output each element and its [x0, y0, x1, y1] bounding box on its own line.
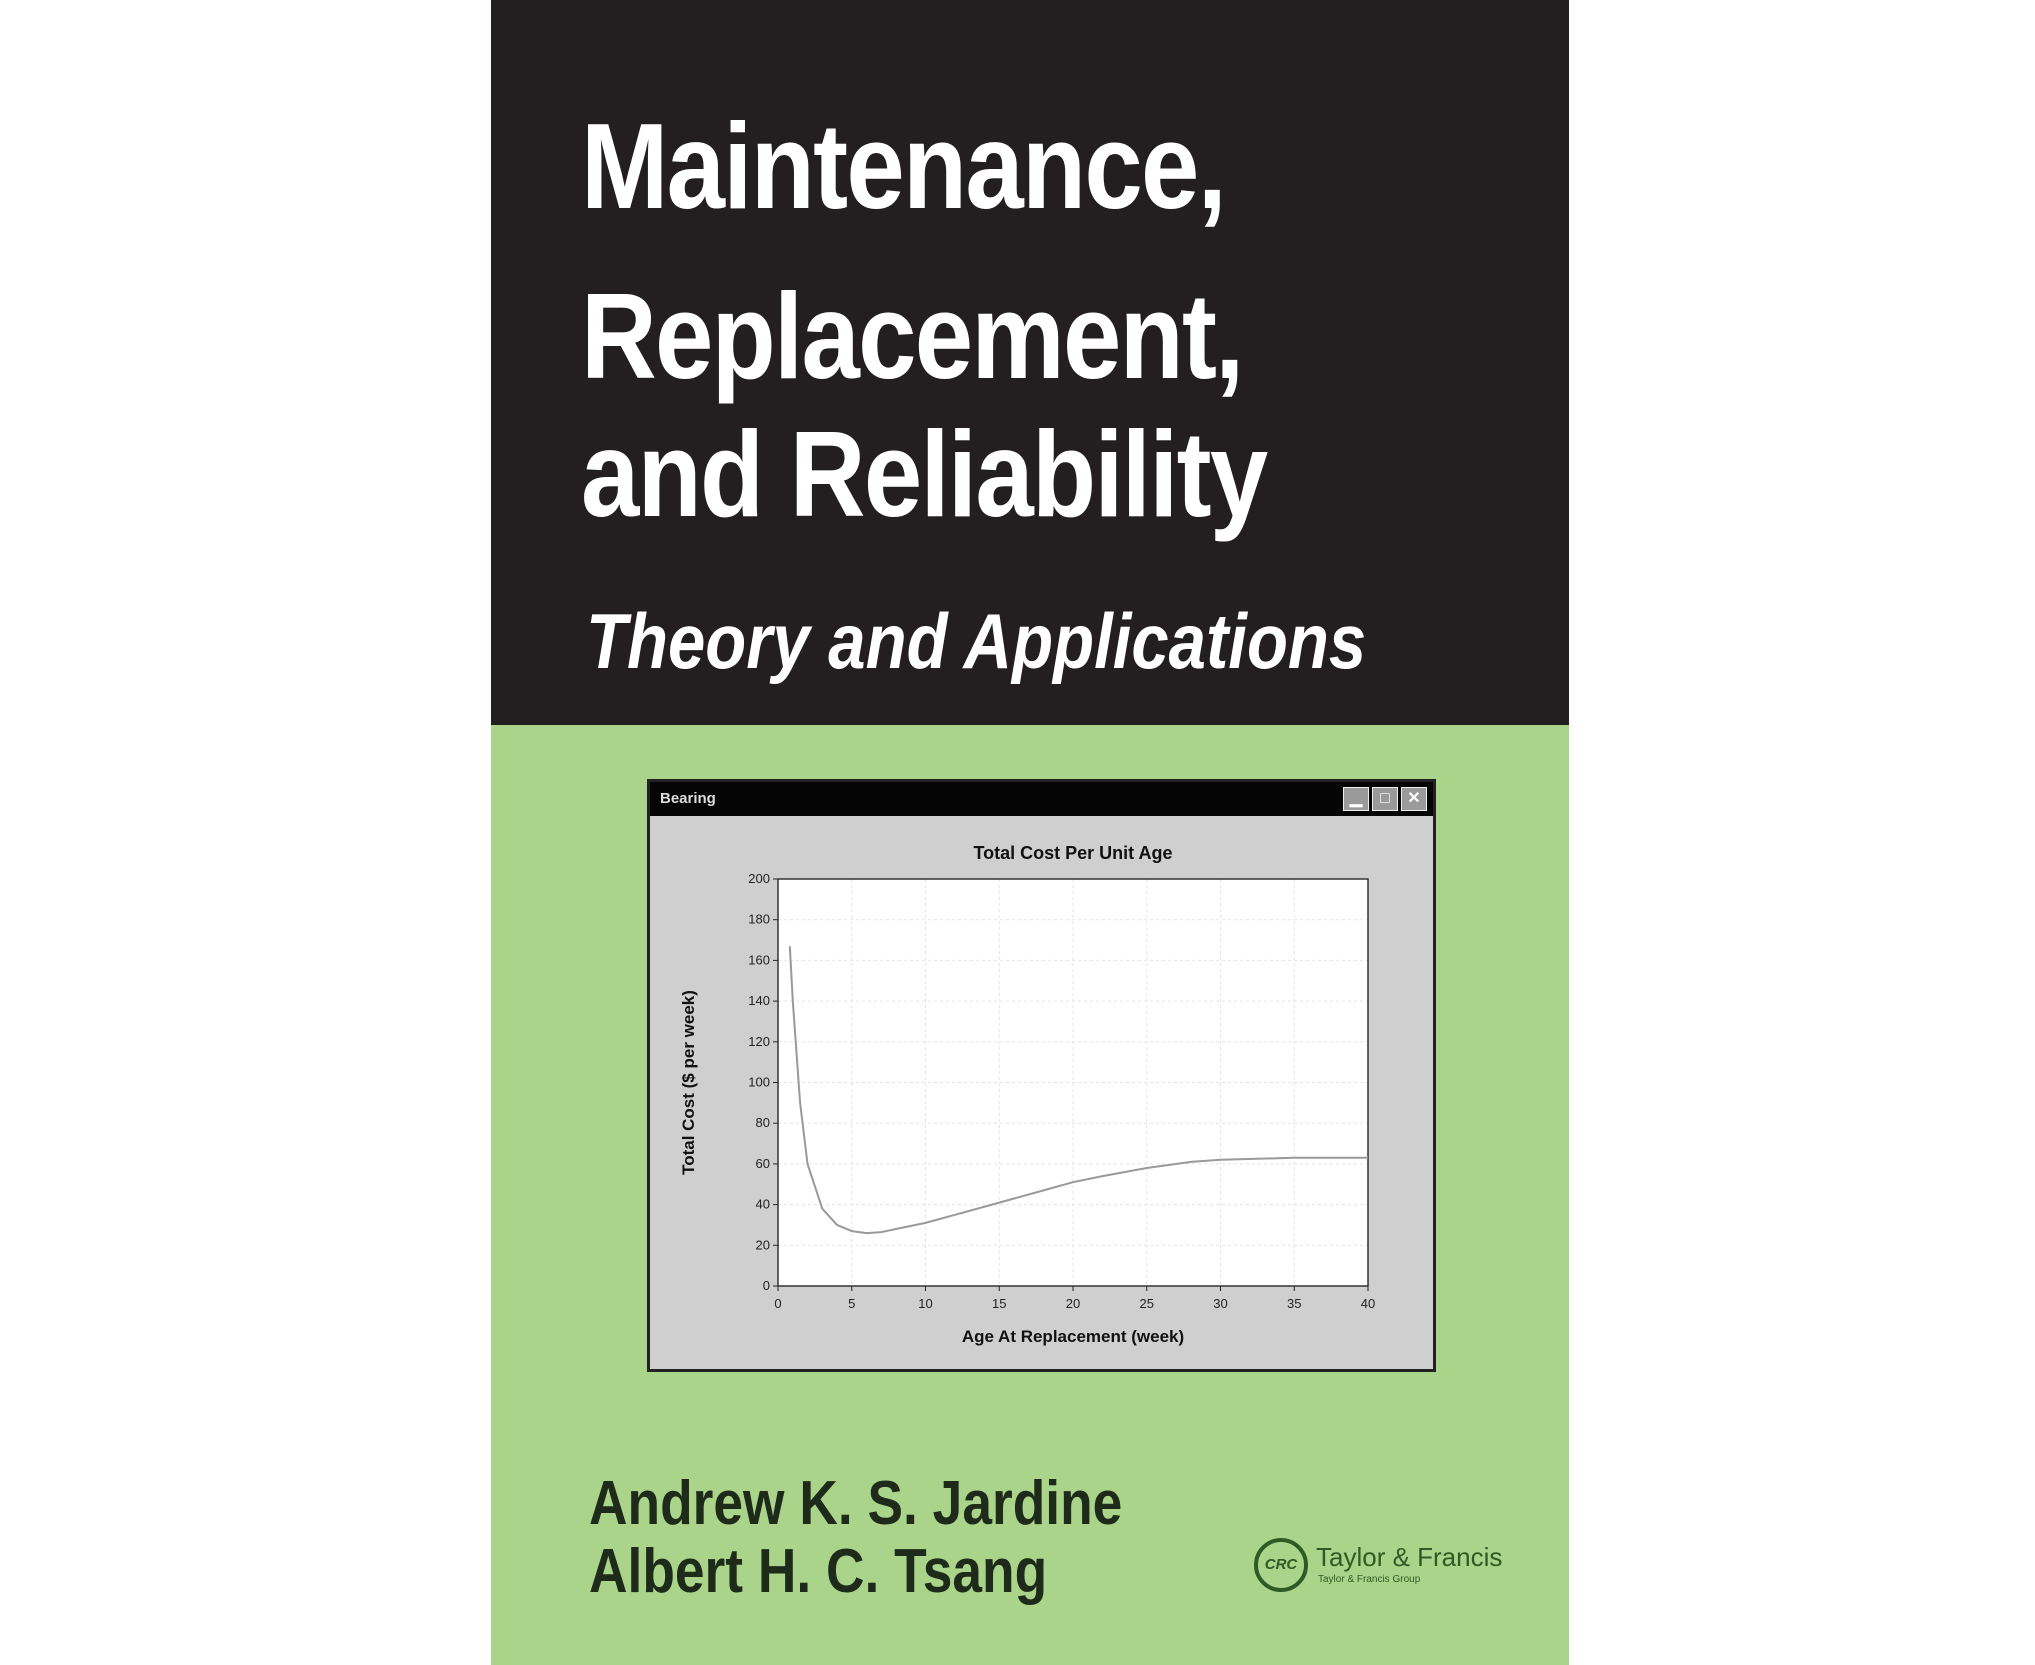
chart-window: Bearing ▁ □ ✕ 0 5 10 15 20 25 30 35 40 0 20 40 60 80 1…	[647, 779, 1436, 1372]
y-tick-label: 180	[748, 912, 770, 927]
plot-frame	[777, 878, 1369, 1287]
minimize-icon[interactable]: ▁	[1343, 787, 1369, 811]
crc-logo-icon: CRC	[1254, 1538, 1308, 1592]
window-titlebar: Bearing ▁ □ ✕	[650, 782, 1433, 816]
book-cover: Maintenance, Replacement, and Reliabilit…	[491, 0, 1569, 1665]
publisher-group: Taylor & Francis Group	[1318, 1574, 1421, 1585]
author-2: Albert H. C. Tsang	[589, 1537, 1048, 1606]
x-tick-label: 35	[1287, 1296, 1301, 1311]
y-tick-label: 200	[748, 871, 770, 886]
y-tick-label: 160	[748, 952, 770, 967]
title-line-2: Replacement,	[581, 268, 1244, 404]
y-tick-label: 20	[756, 1237, 770, 1252]
x-tick-label: 10	[918, 1296, 932, 1311]
close-icon[interactable]: ✕	[1401, 787, 1427, 811]
chart-title: Total Cost Per Unit Age	[973, 843, 1172, 863]
y-tick-label: 80	[756, 1115, 770, 1130]
maximize-icon[interactable]: □	[1372, 787, 1398, 811]
cost-chart: 0 5 10 15 20 25 30 35 40 0 20 40 60 80 100 120 140 160 180…	[679, 843, 1375, 1346]
publisher-logo: CRC Taylor & Francis Taylor & Francis Gr…	[1254, 1536, 1514, 1598]
title-line-1: Maintenance,	[581, 98, 1227, 234]
window-title: Bearing	[660, 790, 716, 807]
subtitle: Theory and Applications	[586, 597, 1367, 685]
y-tick-label: 40	[756, 1197, 770, 1212]
cover-title-band: Maintenance, Replacement, and Reliabilit…	[491, 0, 1569, 725]
x-tick-label: 5	[848, 1296, 855, 1311]
x-tick-label: 15	[992, 1296, 1006, 1311]
x-tick-label: 0	[774, 1296, 781, 1311]
title-line-3: and Reliability	[581, 406, 1268, 542]
y-axis-label: Total Cost ($ per week)	[679, 990, 698, 1175]
x-axis-label: Age At Replacement (week)	[962, 1327, 1184, 1346]
x-tick-label: 25	[1140, 1296, 1154, 1311]
author-1: Andrew K. S. Jardine	[589, 1469, 1123, 1538]
y-tick-label: 0	[763, 1278, 770, 1293]
x-tick-label: 30	[1213, 1296, 1227, 1311]
y-tick-label: 140	[748, 993, 770, 1008]
y-tick-label: 100	[748, 1075, 770, 1090]
y-tick-label: 60	[756, 1156, 770, 1171]
publisher-name: Taylor & Francis	[1316, 1542, 1503, 1572]
x-tick-label: 20	[1066, 1296, 1080, 1311]
y-tick-label: 120	[748, 1034, 770, 1049]
x-tick-label: 40	[1361, 1296, 1375, 1311]
cost-curve	[788, 946, 1368, 1235]
